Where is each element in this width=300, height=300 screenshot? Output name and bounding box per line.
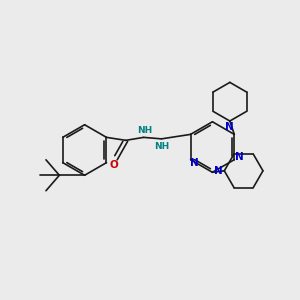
Text: NH: NH	[154, 142, 169, 151]
Text: N: N	[235, 152, 244, 162]
Text: N: N	[190, 158, 199, 168]
Text: N: N	[225, 122, 234, 132]
Text: NH: NH	[137, 126, 153, 135]
Text: O: O	[110, 160, 118, 170]
Text: N: N	[214, 166, 223, 176]
